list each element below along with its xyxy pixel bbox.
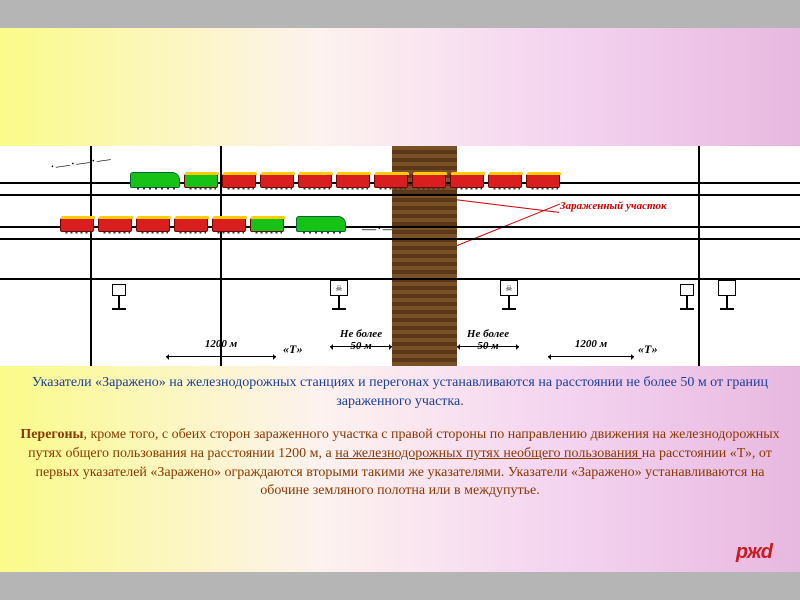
rail-line (0, 278, 800, 280)
wagon (174, 218, 208, 232)
bottom-border (0, 572, 800, 600)
contamination-sign: ☠ (500, 280, 518, 308)
railway-diagram: Зараженный участок ·—·—·— —·—·— ☠☠«Т»«Т»… (0, 146, 800, 366)
top-border (0, 0, 800, 28)
signal-top: ·—·—·— (49, 152, 113, 176)
wagon (488, 174, 522, 188)
contamination-sign (718, 280, 736, 308)
wagon (212, 218, 246, 232)
contamination-sign: ☠ (330, 280, 348, 308)
wagon (136, 218, 170, 232)
paragraph-1: Указатели «Заражено» на железнодорожных … (20, 374, 780, 412)
dimension-label: Не более50 м (457, 328, 519, 352)
wagon (260, 174, 294, 188)
locomotive (296, 216, 346, 232)
wagon (250, 218, 284, 232)
dimension-line (166, 356, 276, 357)
wagon (222, 174, 256, 188)
wagon (336, 174, 370, 188)
wagon (184, 174, 218, 188)
wagon (526, 174, 560, 188)
dimension-label: 1200 м (166, 338, 276, 350)
paragraph-2: Перегоны, кроме того, с обеих сторон зар… (20, 426, 780, 502)
t-sign (680, 284, 694, 308)
dimension-label: 1200 м (548, 338, 634, 350)
rail-line (0, 238, 800, 240)
rzd-logo-icon: pжd (736, 541, 772, 564)
t-sign (112, 284, 126, 308)
wagon (412, 174, 446, 188)
wagon (374, 174, 408, 188)
dimension-label: Не более50 м (330, 328, 392, 352)
wagon (298, 174, 332, 188)
wagon (98, 218, 132, 232)
t-label: «Т» (638, 342, 658, 357)
rail-line (0, 194, 800, 196)
track-divider (698, 146, 700, 366)
description-text: Указатели «Заражено» на железнодорожных … (20, 374, 780, 501)
wagon (450, 174, 484, 188)
dimension-line (548, 356, 634, 357)
slide: Зараженный участок ·—·—·— —·—·— ☠☠«Т»«Т»… (0, 28, 800, 572)
track-divider (90, 146, 92, 366)
locomotive (130, 172, 180, 188)
t-label: «Т» (283, 342, 303, 357)
zone-label: Зараженный участок (560, 200, 667, 212)
wagon (60, 218, 94, 232)
